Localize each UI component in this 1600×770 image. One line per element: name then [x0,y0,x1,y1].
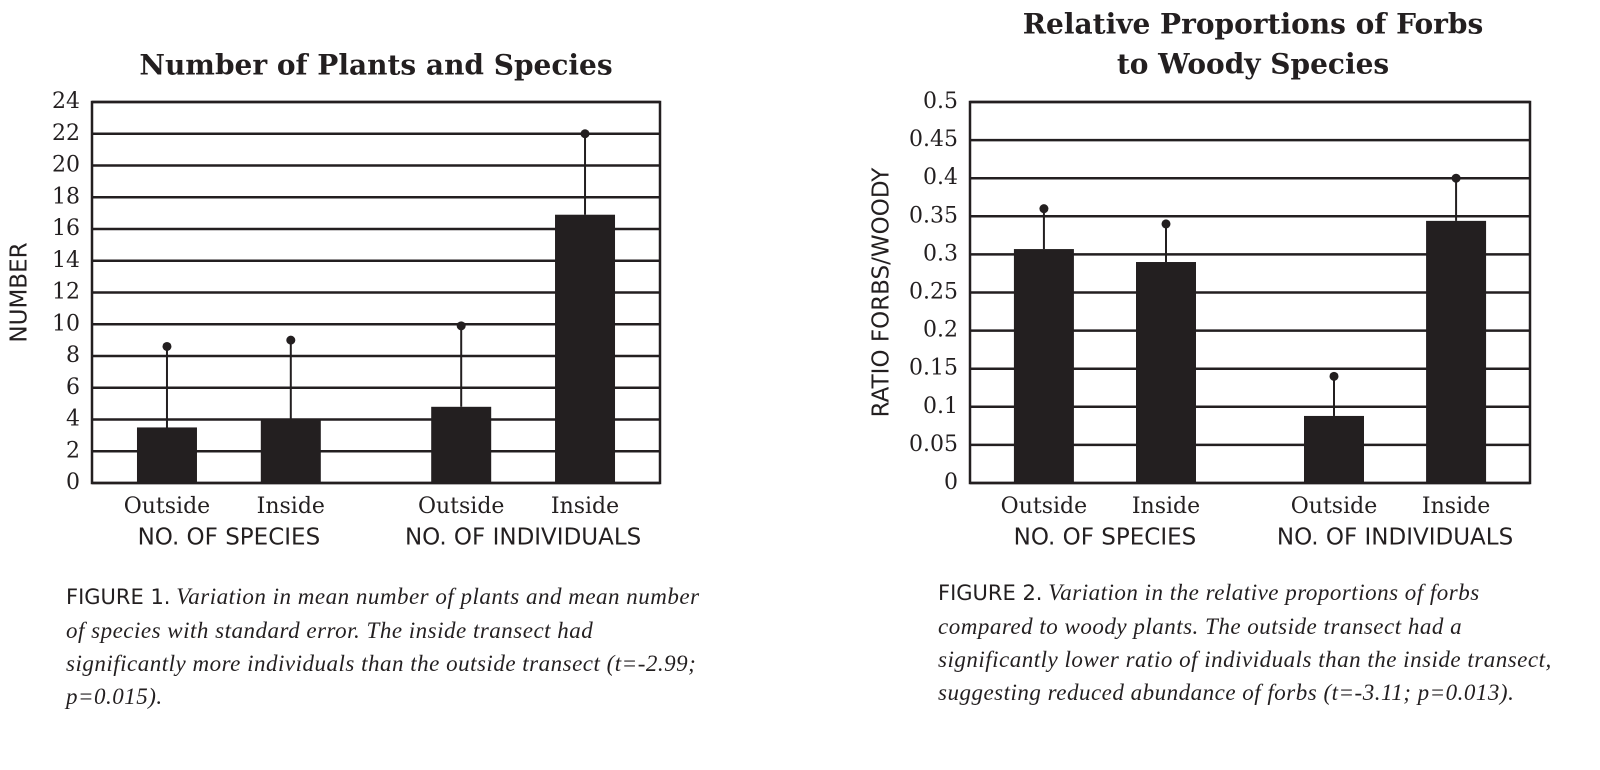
plot-frame [90,100,662,485]
error-cap [456,321,466,331]
error-cap [1161,219,1171,229]
chart-title: to Woody Species [1117,48,1389,81]
y-axis-label: RATIO FORBS/WOODY [869,167,895,418]
y-tick-label: 0 [66,470,80,495]
bar [1426,220,1487,483]
plot-frame [968,100,1532,485]
x-tick-label: Outside [1291,494,1377,519]
error-cap [286,335,296,345]
bar [1304,415,1364,483]
bar [431,406,492,483]
bar [260,419,321,483]
error-cap [1039,204,1049,214]
y-tick-label: 0.5 [923,89,958,114]
y-tick-label: 0.45 [909,127,958,152]
bar [1136,262,1196,483]
y-tick-label: 0 [944,470,958,495]
y-tick-label: 0.1 [923,394,958,419]
y-tick-label: 2 [66,438,80,463]
group-label: NO. OF INDIVIDUALS [405,525,641,551]
caption-text: Variation in the relative proportions of… [938,580,1552,705]
y-tick-label: 22 [52,121,80,146]
caption-1: FIGURE 1. Variation in mean number of pl… [66,580,706,713]
y-tick-label: 10 [52,311,80,336]
y-tick-label: 16 [52,216,80,241]
error-cap [1329,371,1339,381]
y-tick-label: 20 [52,153,80,178]
y-tick-label: 6 [66,375,80,400]
y-tick-label: 12 [52,280,80,305]
y-tick-label: 14 [52,248,80,273]
x-tick-label: Inside [257,494,325,519]
y-tick-label: 0.25 [909,280,958,305]
y-tick-label: 18 [52,184,80,209]
caption-text: Variation in mean number of plants and m… [66,584,700,709]
caption-label: FIGURE 2. [938,581,1043,605]
x-tick-label: Outside [418,494,504,519]
y-tick-label: 0.05 [909,432,958,457]
chart-title: Relative Proportions of Forbs [1023,8,1483,41]
caption-label: FIGURE 1. [66,585,171,609]
bar [1013,249,1074,483]
group-label: NO. OF SPECIES [138,525,321,551]
group-label: NO. OF INDIVIDUALS [1277,525,1513,551]
error-cap [580,129,590,139]
y-tick-label: 4 [66,407,80,432]
y-tick-label: 8 [66,343,80,368]
y-tick-label: 0.2 [923,318,958,343]
group-label: NO. OF SPECIES [1014,525,1197,551]
x-tick-label: Outside [124,494,210,519]
y-axis-label: NUMBER [7,242,33,342]
y-tick-label: 0.35 [909,203,958,228]
x-tick-label: Inside [551,494,619,519]
error-cap [162,341,172,351]
error-cap [1451,173,1461,183]
y-tick-label: 0.3 [923,241,958,266]
caption-2: FIGURE 2. Variation in the relative prop… [938,576,1578,709]
y-tick-label: 24 [52,89,80,114]
chart-title: Number of Plants and Species [139,49,612,82]
y-tick-label: 0.15 [909,356,958,381]
bar [555,214,616,483]
x-tick-label: Inside [1132,494,1200,519]
bar [136,427,197,483]
x-tick-label: Outside [1001,494,1087,519]
x-tick-label: Inside [1422,494,1490,519]
y-tick-label: 0.4 [923,165,958,190]
